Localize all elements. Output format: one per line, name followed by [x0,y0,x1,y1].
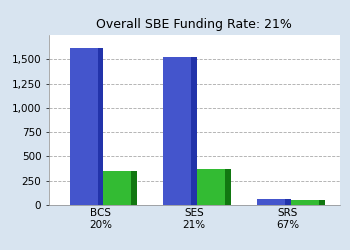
Bar [70,48,98,205]
Bar [203,169,231,205]
Bar [75,48,103,205]
Bar [197,169,225,205]
Bar [109,171,137,205]
Bar [257,199,285,205]
Bar [103,171,132,205]
Bar [296,200,324,205]
Bar [262,199,291,205]
Bar [291,200,319,205]
Bar [163,57,191,205]
Title: Overall SBE Funding Rate: 21%: Overall SBE Funding Rate: 21% [96,18,292,31]
Bar [169,57,197,205]
